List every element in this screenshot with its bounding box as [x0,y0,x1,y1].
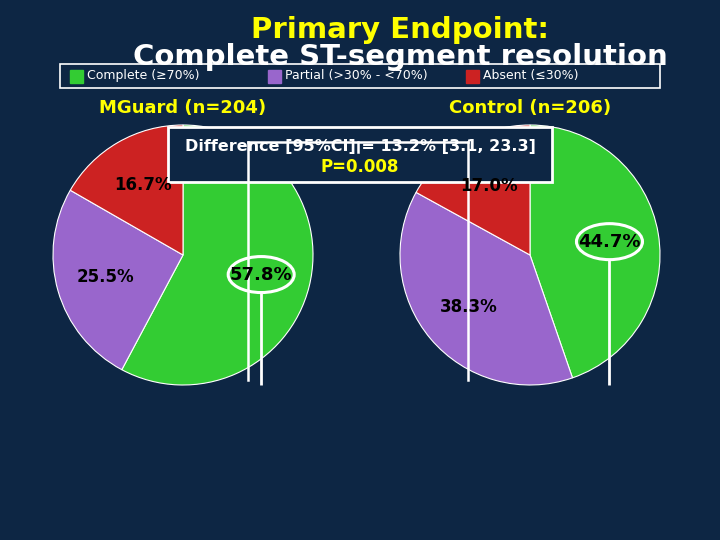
Wedge shape [71,125,183,255]
Text: 17.0%: 17.0% [460,177,518,194]
Text: Difference [95%CI] = 13.2% [3.1, 23.3]: Difference [95%CI] = 13.2% [3.1, 23.3] [184,138,536,153]
Text: Complete ST-segment resolution: Complete ST-segment resolution [132,43,667,71]
Text: Absent (≤30%): Absent (≤30%) [483,70,578,83]
Text: Control (n=206): Control (n=206) [449,99,611,117]
Wedge shape [530,125,660,378]
Bar [70,70,83,83]
Text: P=0.008: P=0.008 [321,158,399,176]
Text: 44.7%: 44.7% [578,233,641,251]
Bar [466,70,479,83]
Wedge shape [400,192,572,385]
Bar [168,127,552,182]
Bar [268,70,281,83]
Bar [60,64,660,88]
Text: Complete (≥70%): Complete (≥70%) [87,70,199,83]
Text: 25.5%: 25.5% [77,268,135,286]
Text: MGuard (n=204): MGuard (n=204) [99,99,266,117]
Text: 57.8%: 57.8% [230,266,292,284]
Wedge shape [416,125,530,255]
Wedge shape [53,190,183,370]
Wedge shape [122,125,313,385]
Text: Primary Endpoint:: Primary Endpoint: [251,16,549,44]
Text: Partial (>30% - <70%): Partial (>30% - <70%) [285,70,428,83]
Text: 38.3%: 38.3% [439,298,498,316]
Text: 16.7%: 16.7% [114,176,171,194]
